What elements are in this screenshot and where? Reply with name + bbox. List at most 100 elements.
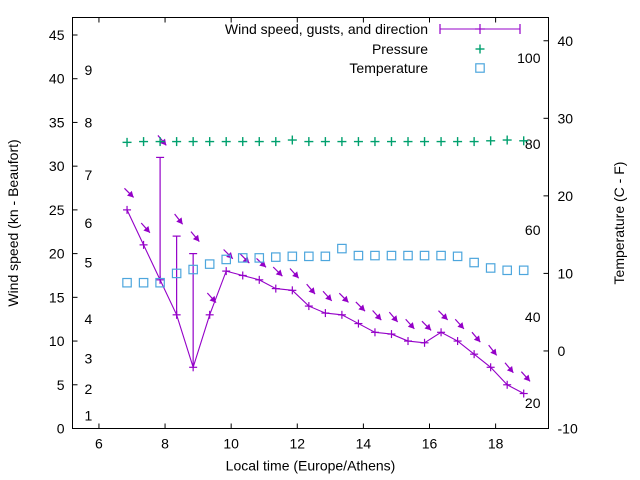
y-tick-label: 20 bbox=[49, 246, 65, 262]
wind-direction-arrow bbox=[256, 257, 267, 268]
pressure-point bbox=[271, 137, 281, 147]
y-tick-label: 15 bbox=[49, 289, 65, 305]
legend-label-errorbar: Wind speed, gusts, and direction bbox=[225, 21, 428, 37]
fahrenheit-label: 20 bbox=[525, 395, 541, 411]
temperature-point bbox=[403, 250, 413, 261]
temperature-point bbox=[188, 264, 198, 275]
x-tick-label: 18 bbox=[488, 436, 504, 452]
wind-direction-arrow bbox=[140, 222, 151, 234]
pressure-point bbox=[238, 137, 248, 147]
x-tick-label: 12 bbox=[289, 436, 305, 452]
plot-border bbox=[72, 17, 549, 429]
temperature-point bbox=[138, 277, 149, 288]
temperature-point bbox=[320, 251, 331, 262]
temperature-point bbox=[518, 265, 529, 276]
y-axis-left: 0 5 10 15 20 25 30 35 40 45 Wind speed (kn - Beauf… bbox=[5, 27, 78, 437]
x-tick-label: 8 bbox=[161, 436, 169, 452]
y-tick-label: 5 bbox=[57, 377, 65, 393]
wind-direction-arrow bbox=[372, 310, 382, 321]
wind-speed-point bbox=[271, 284, 280, 293]
temperature-point bbox=[386, 250, 397, 261]
wind-direction-arrow bbox=[190, 231, 200, 242]
wind-speed-path bbox=[126, 209, 524, 395]
beaufort-label: 8 bbox=[85, 114, 93, 130]
wind-direction-arrow bbox=[306, 283, 316, 295]
temperature-point bbox=[171, 268, 182, 279]
wind-speed-point bbox=[486, 363, 495, 372]
wind-direction-arrow bbox=[438, 310, 449, 321]
legend-label-square: Temperature bbox=[349, 60, 428, 76]
fahrenheit-label: 40 bbox=[525, 309, 541, 325]
wind-direction-arrow bbox=[174, 213, 184, 225]
pressure-point bbox=[502, 135, 512, 145]
y-axis-right: -10 0 10 20 30 40 Temperature (C - F) bbox=[543, 33, 627, 437]
wind-speed-point bbox=[172, 310, 181, 319]
wind-speed-point bbox=[437, 328, 446, 337]
wind-speed-point bbox=[337, 310, 346, 319]
wind-speed-point bbox=[453, 337, 462, 346]
pressure-point bbox=[353, 137, 363, 147]
pressure-point bbox=[386, 137, 396, 147]
pressure-point bbox=[188, 137, 198, 147]
wind-direction-arrow bbox=[388, 311, 399, 323]
legend-sample-pressure bbox=[475, 44, 485, 54]
wind-speed-point bbox=[255, 275, 264, 284]
temperature-points bbox=[122, 243, 529, 288]
beaufort-label: 9 bbox=[85, 62, 93, 78]
wind-direction-arrow bbox=[504, 362, 514, 374]
temperature-point bbox=[436, 250, 446, 261]
wind-speed-point bbox=[387, 330, 396, 339]
wind-speed-point bbox=[370, 328, 379, 337]
temperature-point bbox=[254, 253, 265, 263]
fahrenheit-scale-labels: 20 40 60 80 100 bbox=[517, 50, 541, 411]
y-tick-label: 40 bbox=[49, 71, 65, 87]
wind-direction-arrow bbox=[338, 292, 349, 303]
wind-speed-point bbox=[222, 267, 231, 276]
pressure-point bbox=[403, 137, 413, 147]
wind-direction-arrow bbox=[454, 318, 465, 330]
wind-gust-bars bbox=[156, 156, 198, 368]
wind-speed-point bbox=[205, 310, 214, 319]
wind-speed-point bbox=[420, 338, 429, 347]
beaufort-label: 1 bbox=[85, 407, 93, 423]
temperature-point bbox=[221, 254, 232, 265]
wind-speed-point bbox=[470, 350, 479, 359]
pressure-point bbox=[172, 137, 182, 147]
y2-tick-label: 40 bbox=[558, 33, 574, 49]
wind-speed-point bbox=[288, 286, 297, 295]
y2-axis-title: Temperature (C - F) bbox=[611, 162, 627, 285]
temperature-point bbox=[237, 253, 248, 263]
wind-speed-line bbox=[126, 209, 524, 395]
y2-tick-label: 10 bbox=[558, 265, 574, 281]
beaufort-label: 4 bbox=[85, 311, 93, 327]
beaufort-label: 6 bbox=[85, 215, 93, 231]
beaufort-label: 3 bbox=[85, 351, 93, 367]
pressure-point bbox=[320, 137, 330, 147]
wind-speed-point bbox=[321, 309, 330, 318]
wind-speed-point bbox=[238, 271, 247, 280]
x-tick-label: 14 bbox=[356, 436, 372, 452]
wind-speed-point bbox=[304, 302, 313, 311]
wind-speed-point bbox=[354, 319, 363, 328]
y2-tick-label: 30 bbox=[558, 110, 574, 126]
legend-sample-temperature bbox=[475, 63, 485, 73]
pressure-point bbox=[370, 137, 380, 147]
wind-direction-arrows bbox=[124, 135, 531, 382]
wind-speed-point bbox=[156, 275, 165, 284]
y-tick-label: 45 bbox=[49, 27, 65, 43]
pressure-point bbox=[304, 137, 314, 147]
x-tick-label: 6 bbox=[95, 436, 103, 452]
pressure-point bbox=[139, 137, 149, 147]
fahrenheit-label: 80 bbox=[525, 136, 541, 152]
y2-tick-label: 0 bbox=[558, 343, 566, 359]
wind-direction-arrow bbox=[223, 249, 234, 260]
legend-label-plus: Pressure bbox=[372, 41, 428, 57]
temperature-point bbox=[452, 251, 463, 262]
wind-speed-point bbox=[123, 205, 132, 214]
pressure-point bbox=[469, 137, 479, 147]
x-axis-title: Local time (Europe/Athens) bbox=[226, 458, 396, 474]
beaufort-label: 7 bbox=[85, 167, 93, 183]
beaufort-label: 2 bbox=[85, 381, 93, 397]
